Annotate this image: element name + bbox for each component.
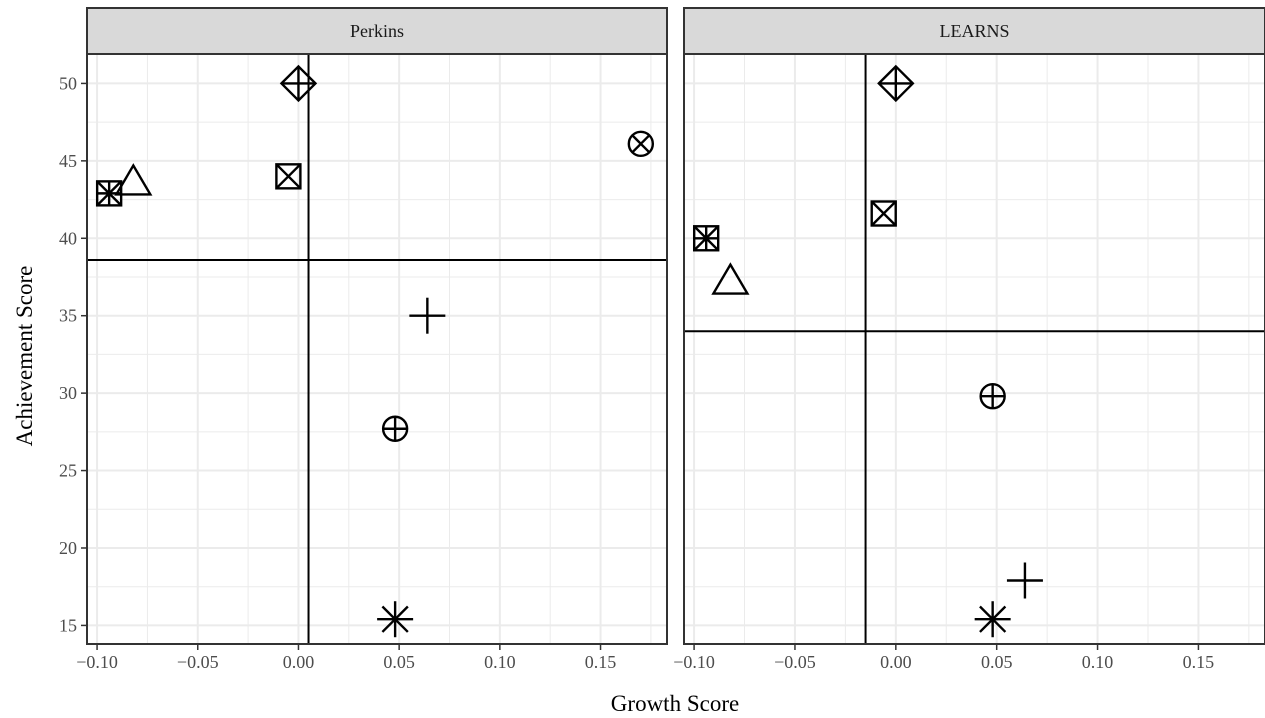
- x-tick-label: −0.10: [673, 652, 715, 672]
- x-tick-label: −0.05: [774, 652, 816, 672]
- data-point-triangle: [711, 262, 750, 295]
- marker-outline: [114, 163, 153, 196]
- marker-outline: [870, 200, 897, 227]
- y-tick-label: 15: [59, 615, 77, 635]
- facet-strip-label: LEARNS: [939, 21, 1009, 41]
- x-tick-label: −0.10: [76, 652, 118, 672]
- x-tick-label: 0.10: [484, 652, 516, 672]
- data-point-triangle: [114, 163, 153, 196]
- data-point-square-cross: [275, 163, 302, 190]
- x-tick-label: −0.05: [177, 652, 219, 672]
- x-tick-label: 0.15: [1183, 652, 1215, 672]
- marker-stroke: [631, 134, 651, 154]
- panel-border: [683, 53, 1265, 645]
- y-tick-label: 25: [59, 461, 77, 481]
- data-point-diamond-plus: [877, 64, 915, 103]
- x-tick-label: 0.05: [383, 652, 415, 672]
- marker-outline: [711, 262, 750, 295]
- y-tick-label: 35: [59, 306, 77, 326]
- x-tick-label: 0.10: [1082, 652, 1114, 672]
- y-tick-label: 40: [59, 228, 77, 248]
- facet-strip: [683, 7, 1265, 55]
- panel-perkins: Perkins −0.10 −0.05 0.00 0.05 0.10 0.15 15 20 25 3…: [59, 7, 668, 672]
- x-tick-label: 0.05: [981, 652, 1013, 672]
- marker-stroke: [870, 200, 897, 227]
- data-point-circle-cross: [627, 130, 655, 158]
- data-point-square-asterisk: [692, 225, 720, 252]
- data-point-circle-plus: [381, 415, 409, 442]
- data-point-square-cross: [870, 200, 897, 227]
- y-tick-label: 20: [59, 538, 77, 558]
- x-axis-title: Growth Score: [611, 691, 739, 716]
- y-tick-label: 30: [59, 383, 77, 403]
- data-point-plus: [1006, 562, 1043, 599]
- y-tick-label: 45: [59, 151, 77, 171]
- marker-outline: [275, 163, 302, 190]
- data-point-circle-plus: [979, 383, 1006, 410]
- marker-outline: [627, 130, 655, 158]
- y-axis-title: Achievement Score: [12, 266, 37, 447]
- facet-strip: [86, 7, 668, 55]
- data-point-square-asterisk: [95, 180, 123, 207]
- x-tick-label: 0.15: [585, 652, 617, 672]
- x-tick-label: 0.00: [880, 652, 912, 672]
- panel-learns: LEARNS −0.10 −0.05 0.00 0.05 0.10 0.15: [673, 7, 1265, 672]
- y-tick-label: 50: [59, 73, 77, 93]
- data-point-diamond-plus: [279, 64, 318, 103]
- facet-strip-label: Perkins: [350, 21, 404, 41]
- data-point-asterisk: [974, 601, 1011, 638]
- data-point-asterisk: [377, 601, 414, 638]
- panel-border: [86, 53, 668, 645]
- data-point-plus: [409, 297, 446, 334]
- x-tick-label: 0.00: [283, 652, 315, 672]
- marker-stroke: [275, 163, 302, 190]
